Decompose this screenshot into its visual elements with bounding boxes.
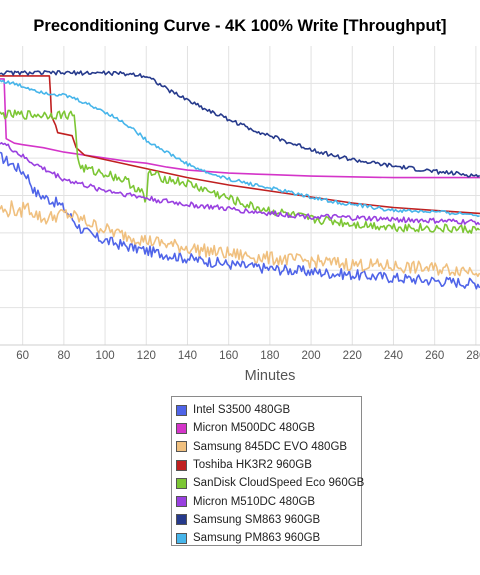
x-tick-label: 100: [95, 350, 114, 360]
x-tick-label: 120: [137, 350, 156, 360]
x-tick-label: 240: [384, 350, 403, 360]
gridlines: [0, 46, 480, 346]
legend-swatch: [176, 459, 187, 471]
x-tick-label: 160: [219, 350, 238, 360]
legend-label: Micron M500DC 480GB: [193, 422, 316, 435]
x-tick-label: 80: [57, 350, 70, 360]
chart-title: Preconditioning Curve - 4K 100% Write [T…: [33, 17, 447, 35]
legend-item: SanDisk CloudSpeed Eco 960GB: [176, 474, 365, 492]
series-line-8: [0, 79, 480, 218]
legend-swatch: [176, 422, 187, 434]
series-line-3: [0, 200, 480, 278]
x-tick-labels: 60 80 100 120 140 160 180 200 220 240 260 280: [16, 350, 480, 360]
series-line-2: [0, 78, 480, 179]
series-line-6: [0, 142, 480, 226]
legend-swatch: [176, 404, 187, 416]
legend-label: Samsung 845DC EVO 480GB: [193, 440, 348, 453]
x-tick-label: 220: [343, 350, 362, 360]
legend-item: Micron M510DC 480GB: [176, 492, 361, 510]
legend-label: Intel S3500 480GB: [193, 404, 291, 417]
legend-item: Samsung 845DC EVO 480GB: [176, 438, 361, 456]
legend-swatch: [176, 532, 187, 544]
series-line-7: [0, 70, 480, 178]
x-tick-label: 280: [466, 350, 480, 360]
x-tick-label: 140: [178, 350, 197, 360]
x-tick-label: 260: [425, 350, 444, 360]
legend-label: Toshiba HK3R2 960GB: [193, 459, 312, 472]
x-tick-label: 180: [260, 350, 279, 360]
chart-plot: 60 80 100 120 140 160 180 200 220 240 260 280: [0, 46, 480, 360]
x-tick-label: 200: [301, 350, 320, 360]
legend-label: Micron M510DC 480GB: [193, 495, 316, 508]
legend-item: Toshiba HK3R2 960GB: [176, 456, 361, 474]
legend: Intel S3500 480GB Micron M500DC 480GB Sams…: [171, 396, 365, 547]
legend-swatch: [176, 514, 187, 526]
legend-item: Micron M500DC 480GB: [176, 419, 361, 437]
series-line-5: [0, 109, 480, 234]
series-lines: [0, 70, 480, 290]
x-axis-label: Minutes: [244, 368, 296, 384]
series-line-4: [0, 75, 480, 215]
legend-label: SanDisk CloudSpeed Eco 960GB: [193, 477, 365, 490]
legend-label: Samsung SM863 960GB: [193, 513, 321, 526]
legend-swatch: [176, 496, 187, 508]
series-line-1: [0, 151, 480, 290]
legend-swatch: [176, 441, 187, 453]
legend-item: Intel S3500 480GB: [176, 401, 361, 419]
legend-item: Samsung PM863 960GB: [176, 529, 361, 547]
legend-label: Samsung PM863 960GB: [193, 532, 321, 545]
legend-item: Samsung SM863 960GB: [176, 511, 361, 529]
legend-swatch: [176, 477, 187, 489]
x-tick-label: 60: [16, 350, 29, 360]
